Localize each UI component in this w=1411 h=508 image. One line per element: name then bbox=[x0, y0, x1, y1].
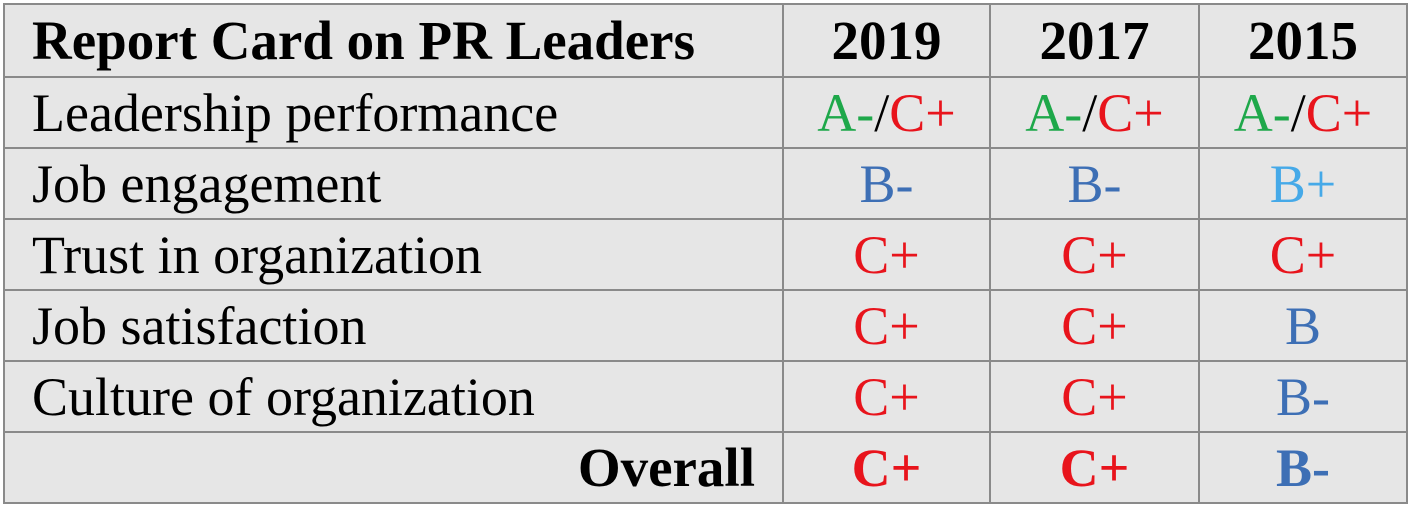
row-label: Culture of organization bbox=[3, 360, 784, 433]
grade-cell-2017: C+ bbox=[989, 218, 1200, 291]
grade-cell-2015: B- bbox=[1198, 360, 1408, 433]
header-row: Report Card on PR Leaders 2019 2017 2015 bbox=[3, 3, 1408, 78]
grade-cell-2019: B- bbox=[782, 147, 991, 220]
grade-cell-2017: B- bbox=[989, 147, 1200, 220]
grade-cell-2017: C+ bbox=[989, 360, 1200, 433]
report-card: Report Card on PR Leaders 2019 2017 2015… bbox=[3, 3, 1408, 504]
grade-value: B bbox=[1284, 295, 1322, 356]
grade-cell-2017: C+ bbox=[989, 431, 1200, 504]
grade-value: A- bbox=[1025, 82, 1083, 143]
year-header-2017: 2017 bbox=[989, 3, 1200, 78]
grade-value: C+ bbox=[1269, 224, 1337, 285]
grade-value: B- bbox=[1067, 153, 1122, 214]
grade-cell-2015: A-/C+ bbox=[1198, 76, 1408, 149]
grade-value: C+ bbox=[851, 437, 922, 498]
grade-cell-2015: B bbox=[1198, 289, 1408, 362]
overall-label: Overall bbox=[3, 431, 784, 504]
grade-separator: / bbox=[1082, 82, 1098, 143]
grade-value: C+ bbox=[1059, 437, 1130, 498]
grade-value: C+ bbox=[853, 224, 920, 285]
year-header-2019: 2019 bbox=[782, 3, 991, 78]
report-card-table: Report Card on PR Leaders 2019 2017 2015… bbox=[3, 3, 1408, 504]
grade-value: C+ bbox=[1097, 82, 1164, 143]
table-row: Leadership performance A-/C+ A-/C+ A-/C+ bbox=[3, 76, 1408, 149]
grade-cell-2015: B+ bbox=[1198, 147, 1408, 220]
table-row: Culture of organization C+ C+ B- bbox=[3, 360, 1408, 433]
grade-value: C+ bbox=[853, 366, 920, 427]
grade-cell-2019: A-/C+ bbox=[782, 76, 991, 149]
grade-cell-2015: B- bbox=[1198, 431, 1408, 504]
grade-value: C+ bbox=[1061, 366, 1128, 427]
grade-cell-2015: C+ bbox=[1198, 218, 1408, 291]
grade-separator: / bbox=[874, 82, 890, 143]
grade-value: C+ bbox=[1305, 82, 1373, 143]
overall-row: Overall C+ C+ B- bbox=[3, 431, 1408, 504]
row-label: Job satisfaction bbox=[3, 289, 784, 362]
grade-cell-2019: C+ bbox=[782, 289, 991, 362]
grade-value: C+ bbox=[1061, 295, 1128, 356]
grade-value: A- bbox=[1233, 82, 1291, 143]
row-label: Job engagement bbox=[3, 147, 784, 220]
grade-value: B- bbox=[1276, 366, 1330, 427]
table-row: Trust in organization C+ C+ C+ bbox=[3, 218, 1408, 291]
grade-value: C+ bbox=[889, 82, 956, 143]
grade-cell-2019: C+ bbox=[782, 218, 991, 291]
table-row: Job satisfaction C+ C+ B bbox=[3, 289, 1408, 362]
row-label: Trust in organization bbox=[3, 218, 784, 291]
grade-value: B- bbox=[859, 153, 914, 214]
grade-value: B+ bbox=[1269, 153, 1337, 214]
grade-cell-2019: C+ bbox=[782, 431, 991, 504]
grade-separator: / bbox=[1290, 82, 1306, 143]
row-label: Leadership performance bbox=[3, 76, 784, 149]
table-title: Report Card on PR Leaders bbox=[3, 3, 784, 78]
table-row: Job engagement B- B- B+ bbox=[3, 147, 1408, 220]
grade-cell-2017: C+ bbox=[989, 289, 1200, 362]
grade-cell-2019: C+ bbox=[782, 360, 991, 433]
year-header-2015: 2015 bbox=[1198, 3, 1408, 78]
grade-value: B- bbox=[1276, 437, 1330, 498]
grade-table-body: Leadership performance A-/C+ A-/C+ A-/C+ Job… bbox=[3, 76, 1408, 504]
grade-value: A- bbox=[817, 82, 875, 143]
grade-value: C+ bbox=[1061, 224, 1128, 285]
grade-cell-2017: A-/C+ bbox=[989, 76, 1200, 149]
grade-value: C+ bbox=[853, 295, 920, 356]
